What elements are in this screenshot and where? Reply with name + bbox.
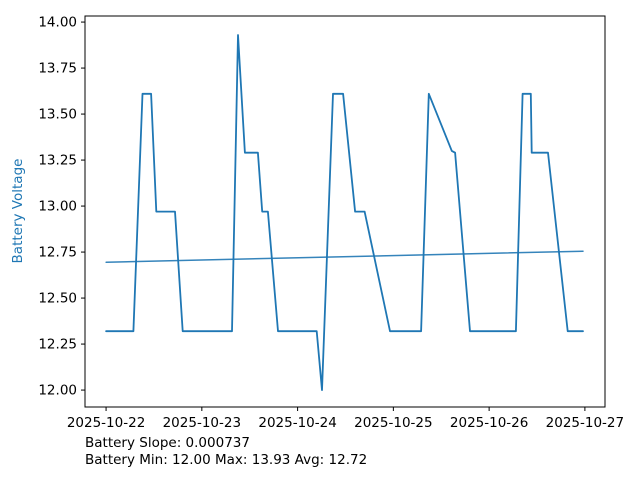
y-tick-label: 13.50 bbox=[38, 107, 77, 123]
y-tick-label: 13.25 bbox=[38, 153, 77, 169]
x-tick-label: 2025-10-25 bbox=[354, 415, 432, 431]
x-tick-label: 2025-10-23 bbox=[163, 415, 241, 431]
y-tick-label: 12.75 bbox=[38, 245, 77, 261]
battery-stats-annotation: Battery Min: 12.00 Max: 13.93 Avg: 12.72 bbox=[85, 452, 367, 468]
trend-line bbox=[105, 250, 584, 263]
y-tick-label: 13.00 bbox=[38, 199, 77, 215]
series-group bbox=[105, 34, 584, 392]
y-tick-label: 12.50 bbox=[38, 291, 77, 307]
battery-voltage-line bbox=[105, 34, 584, 392]
y-tick-label: 12.25 bbox=[38, 337, 77, 353]
y-tick-label: 14.00 bbox=[38, 15, 77, 31]
battery-slope-annotation: Battery Slope: 0.000737 bbox=[85, 435, 250, 451]
x-tick-label: 2025-10-24 bbox=[258, 415, 336, 431]
y-axis-label: Battery Voltage bbox=[10, 159, 26, 264]
x-tick-label: 2025-10-22 bbox=[67, 415, 145, 431]
x-tick-label: 2025-10-27 bbox=[546, 415, 624, 431]
x-axis-ticks: 2025-10-22 2025-10-23 2025-10-24 2025-10-25… bbox=[67, 407, 624, 431]
x-tick-label: 2025-10-26 bbox=[450, 415, 528, 431]
y-tick-label: 12.00 bbox=[38, 383, 77, 399]
y-tick-label: 13.75 bbox=[38, 61, 77, 77]
y-axis-ticks: 12.00 12.25 12.50 12.75 13.00 13.25 13.50 13.75… bbox=[38, 15, 85, 399]
